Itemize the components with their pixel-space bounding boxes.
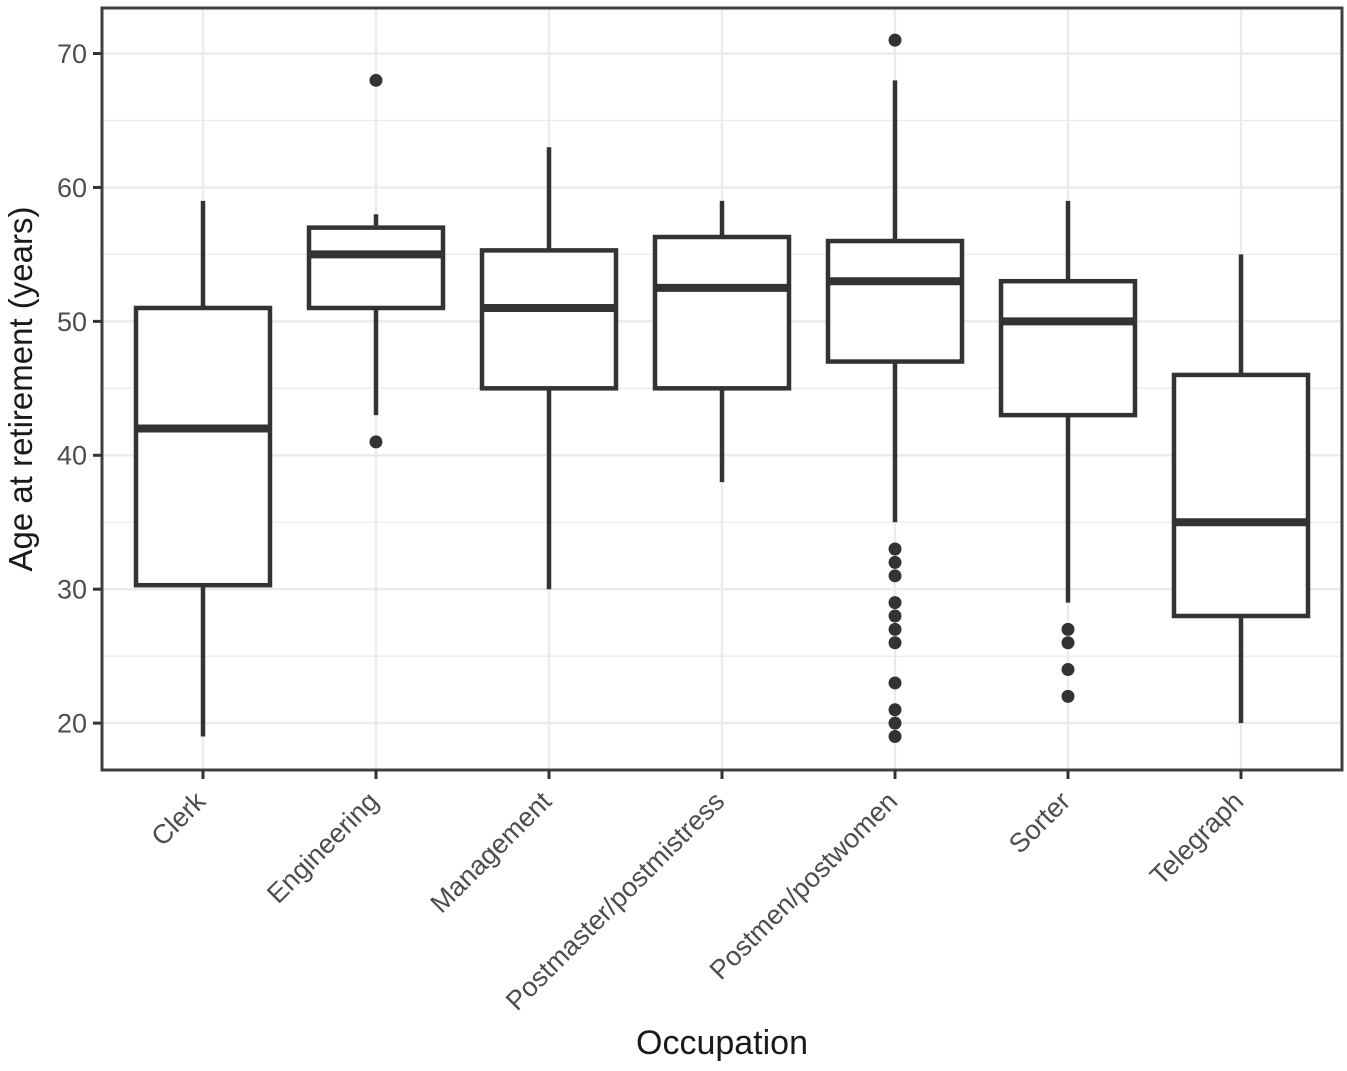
outlier-engineering-41 — [369, 435, 383, 449]
box-engineering — [306, 225, 446, 311]
x-tick-label-postmen-postwomen: Postmen/postwomen — [704, 786, 903, 985]
y-tick-label-60: 60 — [57, 173, 87, 203]
y-tick-label-50: 50 — [57, 307, 87, 337]
box-sorter — [998, 278, 1138, 418]
outlier-postmen-postwomen-33 — [888, 542, 902, 556]
y-axis-title: Age at retirement (years) — [2, 207, 39, 572]
outlier-postmen-postwomen-29 — [888, 596, 902, 610]
box-telegraph — [1171, 372, 1311, 619]
outlier-engineering-68 — [369, 73, 383, 87]
y-tick-label-40: 40 — [57, 441, 87, 471]
y-tick-label-20: 20 — [57, 709, 87, 739]
box-postmaster-postmistress — [652, 234, 792, 391]
outlier-postmen-postwomen-27 — [888, 622, 902, 636]
box-clerk — [133, 305, 273, 588]
outlier-sorter-24 — [1061, 663, 1075, 677]
outlier-sorter-26 — [1061, 636, 1075, 650]
outlier-postmen-postwomen-26 — [888, 636, 902, 650]
outlier-postmen-postwomen-32 — [888, 555, 902, 569]
x-tick-label-sorter: Sorter — [1003, 786, 1076, 859]
outlier-postmen-postwomen-28 — [888, 609, 902, 623]
x-tick-label-telegraph: Telegraph — [1144, 786, 1249, 891]
outlier-sorter-27 — [1061, 622, 1075, 636]
outlier-sorter-22 — [1061, 689, 1075, 703]
outlier-postmen-postwomen-71 — [888, 33, 902, 47]
outlier-postmen-postwomen-23 — [888, 676, 902, 690]
outlier-postmen-postwomen-21 — [888, 703, 902, 717]
boxes-layer — [133, 33, 1311, 744]
y-tick-label-70: 70 — [57, 39, 87, 69]
x-axis-title: Occupation — [636, 1024, 808, 1062]
x-tick-label-engineering: Engineering — [261, 786, 384, 909]
box-postmen-postwomen — [825, 238, 965, 364]
x-tick-label-management: Management — [425, 786, 558, 919]
box-management — [479, 248, 619, 391]
outlier-postmen-postwomen-19 — [888, 730, 902, 744]
outlier-postmen-postwomen-20 — [888, 716, 902, 730]
outlier-postmen-postwomen-31 — [888, 569, 902, 583]
x-tick-label-clerk: Clerk — [145, 786, 211, 852]
y-tick-label-30: 30 — [57, 575, 87, 605]
